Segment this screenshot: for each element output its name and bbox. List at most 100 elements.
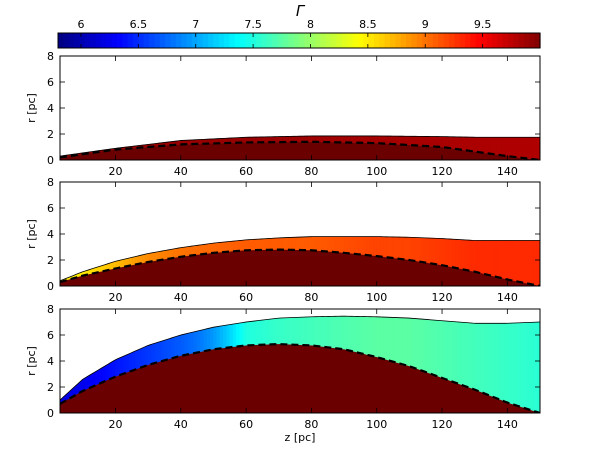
colorbar-segment bbox=[90, 33, 97, 48]
colorbar-segment bbox=[197, 33, 204, 48]
core-region bbox=[60, 141, 540, 160]
x-tick-label: 120 bbox=[432, 418, 453, 431]
core-region bbox=[60, 249, 540, 286]
colorbar-segment bbox=[261, 33, 268, 48]
colorbar-segment bbox=[95, 33, 102, 48]
y-tick-label: 8 bbox=[47, 50, 54, 63]
colorbar-segment bbox=[357, 33, 364, 48]
colorbar-segment bbox=[84, 33, 91, 48]
x-tick-label: 40 bbox=[174, 418, 188, 431]
colorbar-segment bbox=[122, 33, 129, 48]
colorbar-segment bbox=[454, 33, 461, 48]
colorbar-segment bbox=[170, 33, 177, 48]
colorbar-segment bbox=[63, 33, 70, 48]
colorbar-segment bbox=[149, 33, 155, 48]
colorbar-segment bbox=[470, 33, 477, 48]
colorbar-tick-label: 8 bbox=[307, 18, 314, 31]
colorbar-segment bbox=[331, 33, 338, 48]
panel-3: 0 2 4 6 8 20 40 60 80 100 120 140 r [pc] bbox=[25, 303, 541, 431]
colorbar-segment bbox=[181, 33, 188, 48]
colorbar-segment bbox=[111, 33, 118, 48]
colorbar-segment bbox=[529, 33, 536, 48]
colorbar-segment bbox=[106, 33, 113, 48]
y-tick-label: 2 bbox=[47, 254, 54, 267]
colorbar-segment bbox=[282, 33, 289, 48]
colorbar-segment bbox=[293, 33, 300, 48]
colorbar-frame bbox=[57, 32, 541, 49]
colorbar-segment bbox=[379, 33, 386, 48]
y-axis-label: r [pc] bbox=[25, 219, 38, 249]
colorbar-segment bbox=[229, 33, 236, 48]
colorbar-tick-label: 7 bbox=[192, 18, 199, 31]
x-tick-label: 140 bbox=[497, 165, 518, 178]
y-tick-label: 4 bbox=[47, 355, 54, 368]
colorbar-label: Γ bbox=[296, 2, 306, 20]
colorbar-segment bbox=[390, 33, 396, 48]
colorbar-segment bbox=[438, 33, 445, 48]
colorbar-tick-label: 7.5 bbox=[244, 18, 262, 31]
colorbar-segment bbox=[523, 33, 530, 48]
colorbar-segment bbox=[191, 33, 198, 48]
x-tick-label: 60 bbox=[239, 291, 253, 304]
y-tick-label: 4 bbox=[47, 102, 54, 115]
x-tick-label: 20 bbox=[109, 165, 123, 178]
x-tick-label: 80 bbox=[304, 418, 318, 431]
x-tick-label: 100 bbox=[366, 291, 387, 304]
outer-boundary-line bbox=[60, 236, 540, 282]
panel-plot-area bbox=[60, 236, 540, 286]
x-tick-label: 120 bbox=[432, 165, 453, 178]
y-tick-label: 4 bbox=[47, 228, 54, 241]
colorbar-segment bbox=[497, 33, 504, 48]
colorbar-segment bbox=[320, 33, 327, 48]
colorbar-segment bbox=[432, 33, 439, 48]
panel-plot-area bbox=[60, 315, 540, 413]
y-tick-label: 0 bbox=[47, 407, 54, 420]
colorbar-segment bbox=[240, 33, 247, 48]
colorbar-tick-label: 9.5 bbox=[474, 18, 492, 31]
colorbar-segment bbox=[116, 33, 123, 48]
colorbar-segment bbox=[459, 33, 466, 48]
colorbar-segment bbox=[518, 33, 525, 48]
x-tick-label: 80 bbox=[304, 291, 318, 304]
colorbar-segment bbox=[277, 33, 284, 48]
x-tick-label: 80 bbox=[304, 165, 318, 178]
colorbar-segment bbox=[304, 33, 311, 48]
x-tick-label: 40 bbox=[174, 291, 188, 304]
core-region bbox=[60, 344, 540, 413]
colorbar-segment bbox=[127, 33, 134, 48]
colorbar-segment bbox=[143, 33, 150, 48]
colorbar-segment bbox=[448, 33, 455, 48]
colorbar-segment bbox=[74, 33, 81, 48]
x-tick-label: 20 bbox=[109, 418, 123, 431]
colorbar-segment bbox=[245, 33, 252, 48]
y-tick-label: 0 bbox=[47, 280, 54, 293]
x-tick-label: 120 bbox=[432, 291, 453, 304]
colorbar-segment bbox=[79, 33, 86, 48]
colorbar-segment bbox=[288, 33, 295, 48]
colorbar-segment bbox=[234, 33, 241, 48]
x-tick-label: 20 bbox=[109, 291, 123, 304]
colorbar-segment bbox=[165, 33, 172, 48]
y-tick-label: 2 bbox=[47, 381, 54, 394]
colorbar-segment bbox=[352, 33, 359, 48]
colorbar-segment bbox=[475, 33, 482, 48]
colorbar-segment bbox=[309, 33, 316, 48]
colorbar-tick-label: 6.5 bbox=[130, 18, 148, 31]
y-tick-label: 6 bbox=[47, 202, 54, 215]
colorbar-segment bbox=[272, 33, 279, 48]
colorbar-segment bbox=[422, 33, 429, 48]
colorbar-segment bbox=[491, 33, 498, 48]
colorbar-segment bbox=[224, 33, 230, 48]
colorbar-segment bbox=[373, 33, 380, 48]
colorbar-segment bbox=[159, 33, 166, 48]
y-tick-label: 8 bbox=[47, 303, 54, 316]
colorbar: Γ 6 6.5 7 7.5 8 8.5 9 9.5 bbox=[57, 2, 541, 49]
colorbar-segment bbox=[315, 33, 322, 48]
outer-boundary-line bbox=[60, 315, 540, 401]
x-tick-label: 40 bbox=[174, 165, 188, 178]
colorbar-segment bbox=[502, 33, 509, 48]
x-axis-label: z [pc] bbox=[285, 431, 316, 444]
colorbar-segment bbox=[395, 33, 402, 48]
colorbar-segment bbox=[325, 33, 332, 48]
colorbar-segment bbox=[202, 33, 209, 48]
